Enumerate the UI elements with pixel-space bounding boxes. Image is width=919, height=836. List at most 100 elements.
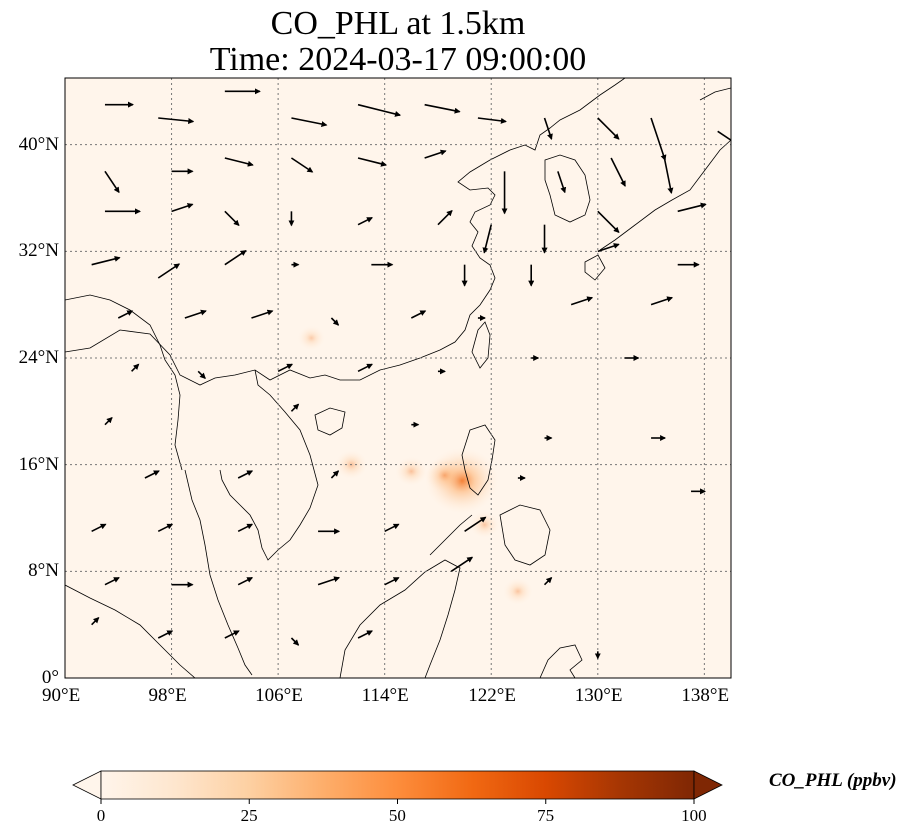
wind-arrow	[237, 470, 254, 479]
colorbar-tick-label: 100	[681, 806, 707, 825]
wind-arrow	[224, 157, 254, 167]
wind-arrow	[117, 310, 134, 319]
coastline-japan-honshu	[599, 139, 731, 251]
lon-tick-label: 122°E	[468, 685, 516, 706]
lon-tick-label: 138°E	[681, 685, 730, 706]
concentration-hotspot	[425, 457, 465, 493]
wind-arrow	[650, 296, 674, 306]
wind-arrow	[330, 470, 340, 479]
map-background	[65, 78, 731, 678]
wind-arrow	[570, 296, 594, 306]
wind-arrow	[482, 224, 493, 254]
coastline-japan-kyushu	[584, 254, 606, 281]
wind-arrow	[158, 117, 195, 124]
wind-arrow	[290, 403, 300, 412]
map-frame	[64, 77, 732, 679]
wind-arrow	[543, 117, 553, 140]
coastline-palawan	[429, 514, 473, 556]
wind-arrow	[184, 309, 207, 319]
wind-arrow	[157, 263, 181, 279]
lat-tick-label: 32°N	[18, 240, 59, 262]
wind-arrow	[104, 576, 120, 586]
wind-arrow	[597, 243, 620, 253]
coastline-hainan	[314, 407, 346, 436]
wind-arrow	[410, 310, 427, 319]
wind-vectors	[91, 88, 731, 660]
colorbar-tick-label: 0	[96, 806, 106, 825]
concentration-hotspot	[469, 511, 500, 538]
coastline-malay-peninsula	[184, 469, 253, 676]
concentration-field	[297, 325, 533, 605]
wind-arrow	[104, 170, 120, 194]
wind-arrow	[237, 523, 254, 533]
concentration-hotspot	[395, 456, 428, 486]
wind-arrow	[317, 576, 341, 586]
colorbar-gradient	[100, 770, 695, 800]
wind-arrow	[650, 117, 667, 161]
wind-arrow	[91, 255, 121, 266]
coastline-luzon	[461, 424, 496, 496]
wind-arrow	[290, 157, 314, 173]
wind-arrow	[104, 416, 113, 426]
figure-title-line1: CO_PHL at 1.5km	[270, 5, 526, 42]
coastline-borneo	[339, 559, 461, 678]
wind-arrow	[131, 363, 140, 372]
wind-arrow	[450, 556, 474, 572]
coastlines	[65, 78, 731, 678]
lat-tick-label: 16°N	[18, 453, 59, 475]
wind-arrow	[424, 103, 461, 114]
coastline-mainland	[65, 78, 626, 386]
coastline-hokkaido	[699, 87, 731, 101]
coastline-mindanao	[499, 504, 551, 566]
figure-title-line2: Time: 2024-03-17 09:00:00	[209, 41, 587, 78]
wind-arrow	[357, 630, 373, 639]
lat-tick-label: 40°N	[18, 133, 59, 155]
colorbar	[72, 770, 723, 804]
wind-arrow	[144, 470, 160, 479]
wind-arrow	[597, 210, 620, 234]
wind-arrow	[91, 616, 100, 626]
lon-tick-label: 130°E	[574, 685, 623, 706]
wind-arrow	[557, 171, 567, 194]
wind-arrow	[157, 523, 174, 533]
wind-arrow	[91, 523, 107, 533]
wind-arrow	[610, 157, 626, 187]
wind-arrow	[424, 149, 447, 159]
wind-arrow	[477, 117, 507, 124]
coastline-indochina	[219, 369, 319, 561]
lon-tick-label: 90°E	[42, 685, 81, 706]
wind-arrow	[357, 363, 373, 373]
wind-arrow	[677, 202, 707, 213]
coastline-korea	[544, 154, 591, 223]
lon-tick-label: 114°E	[361, 685, 409, 706]
wind-arrow	[597, 117, 620, 140]
wind-arrow	[357, 216, 373, 226]
colorbar-tick-label: 75	[537, 806, 555, 825]
wind-arrow	[171, 203, 194, 213]
concentration-hotspot	[503, 578, 533, 605]
coastline-sumatra	[65, 584, 196, 678]
wind-arrow	[330, 317, 340, 326]
lat-tick-label: 24°N	[18, 347, 59, 368]
colorbar-tick-label: 25	[240, 806, 258, 825]
wind-arrow	[224, 210, 240, 227]
wind-arrow	[384, 523, 400, 533]
coastline-taiwan	[471, 321, 491, 369]
coastline-myanmar	[65, 294, 183, 471]
lat-tick-label: 8°N	[28, 560, 59, 582]
wind-arrow	[157, 630, 174, 639]
wind-arrow	[384, 576, 400, 586]
wind-arrow	[197, 370, 206, 380]
wind-arrow	[543, 576, 553, 586]
wind-arrow	[224, 630, 240, 639]
lat-tick-label: 0°	[41, 667, 59, 688]
wind-arrow	[237, 576, 254, 586]
wind-arrow	[290, 637, 300, 646]
wind-arrow	[357, 157, 388, 167]
colorbar-max-extension	[693, 770, 723, 800]
wind-arrow	[437, 209, 453, 226]
colorbar-tick-label: 50	[388, 806, 406, 825]
colorbar-min-extension	[72, 770, 102, 800]
wind-arrow	[277, 363, 294, 373]
